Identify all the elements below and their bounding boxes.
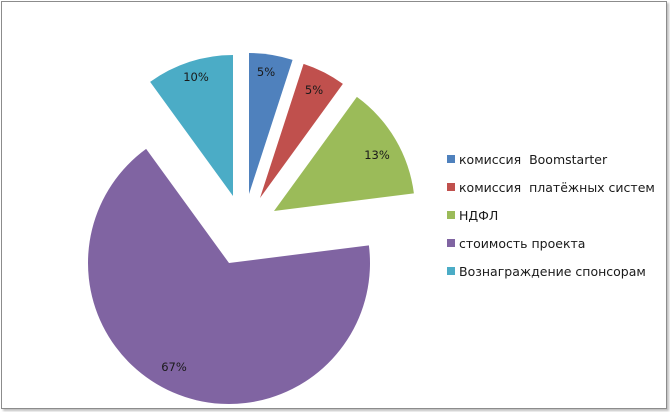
legend-label: стоимость проекта (459, 235, 586, 251)
legend-swatch-icon (447, 183, 455, 191)
legend-swatch-icon (447, 155, 455, 163)
slice-percentage-label: 67% (161, 360, 187, 374)
slice-percentage-label: 13% (364, 148, 390, 162)
legend-swatch-icon (447, 239, 455, 247)
pie-slice (249, 53, 293, 194)
legend-item-project-cost: стоимость проекта (447, 229, 655, 257)
pie-chart: 5% 5% 13% 67% 10% (87, 53, 414, 404)
legend-item-sponsor-rewards: Вознаграждение спонсорам (447, 257, 655, 285)
legend-label: комиссия Boomstarter (459, 151, 608, 167)
legend-item-boomstarter: комиссия Boomstarter (447, 145, 655, 173)
legend-label: комиссия платёжных систем (459, 179, 655, 195)
legend-swatch-icon (447, 211, 455, 219)
legend-item-payment-systems: комиссия платёжных систем (447, 173, 655, 201)
pie-slice (274, 96, 414, 211)
legend-label: НДФЛ (459, 207, 499, 223)
slice-percentage-label: 10% (183, 70, 209, 84)
legend-label: Вознаграждение спонсорам (459, 263, 646, 279)
slice-percentage-label: 5% (305, 83, 323, 97)
legend-item-ndfl: НДФЛ (447, 201, 655, 229)
pie-slice (150, 54, 233, 196)
legend-swatch-icon (447, 267, 455, 275)
pie-slice (260, 63, 343, 198)
slice-percentage-label: 5% (257, 65, 275, 79)
pie-slice (87, 148, 371, 404)
chart-legend: комиссия Boomstarter комиссия платёжных … (447, 145, 655, 285)
